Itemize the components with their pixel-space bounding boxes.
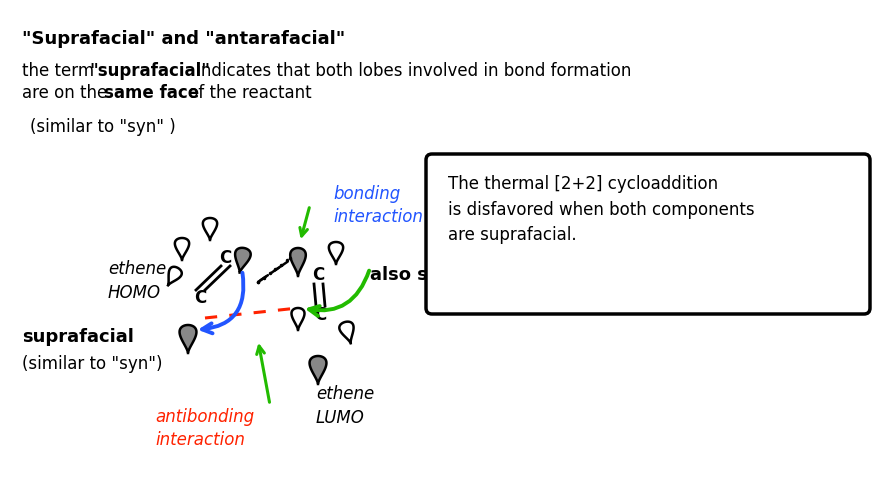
Text: C: C: [311, 266, 324, 284]
Polygon shape: [235, 248, 251, 272]
Text: indicates that both lobes involved in bond formation: indicates that both lobes involved in bo…: [191, 62, 631, 80]
Text: "suprafacial": "suprafacial": [89, 62, 210, 80]
Text: ethene
LUMO: ethene LUMO: [316, 385, 374, 427]
FancyArrowPatch shape: [300, 208, 309, 236]
Text: same face: same face: [103, 84, 199, 102]
Text: suprafacial: suprafacial: [22, 328, 133, 346]
Text: are on the: are on the: [22, 84, 112, 102]
FancyArrowPatch shape: [256, 346, 269, 402]
Text: C: C: [194, 289, 206, 307]
Polygon shape: [290, 248, 305, 276]
Polygon shape: [310, 356, 326, 384]
Polygon shape: [329, 242, 343, 264]
Polygon shape: [203, 218, 217, 240]
Text: ethene
HOMO: ethene HOMO: [108, 260, 166, 302]
Text: C: C: [218, 249, 231, 267]
Polygon shape: [180, 325, 196, 353]
Text: of the reactant: of the reactant: [182, 84, 311, 102]
Text: C: C: [313, 306, 325, 324]
FancyArrowPatch shape: [202, 273, 243, 333]
Text: (similar to "syn" ): (similar to "syn" ): [30, 118, 175, 136]
Polygon shape: [175, 238, 189, 260]
Polygon shape: [339, 322, 353, 343]
FancyArrowPatch shape: [309, 270, 368, 316]
Text: antibonding
interaction: antibonding interaction: [155, 408, 253, 449]
Polygon shape: [168, 267, 182, 285]
Text: (similar to "syn"): (similar to "syn"): [22, 355, 162, 373]
Text: The thermal [2+2] cycloaddition
is disfavored when both components
are suprafaci: The thermal [2+2] cycloaddition is disfa…: [447, 175, 753, 245]
Polygon shape: [291, 308, 304, 330]
Text: also suprafacial: also suprafacial: [369, 266, 529, 284]
FancyBboxPatch shape: [425, 154, 869, 314]
Text: "Suprafacial" and "antarafacial": "Suprafacial" and "antarafacial": [22, 30, 345, 48]
Text: bonding
interaction: bonding interaction: [332, 185, 423, 226]
Text: the term: the term: [22, 62, 99, 80]
